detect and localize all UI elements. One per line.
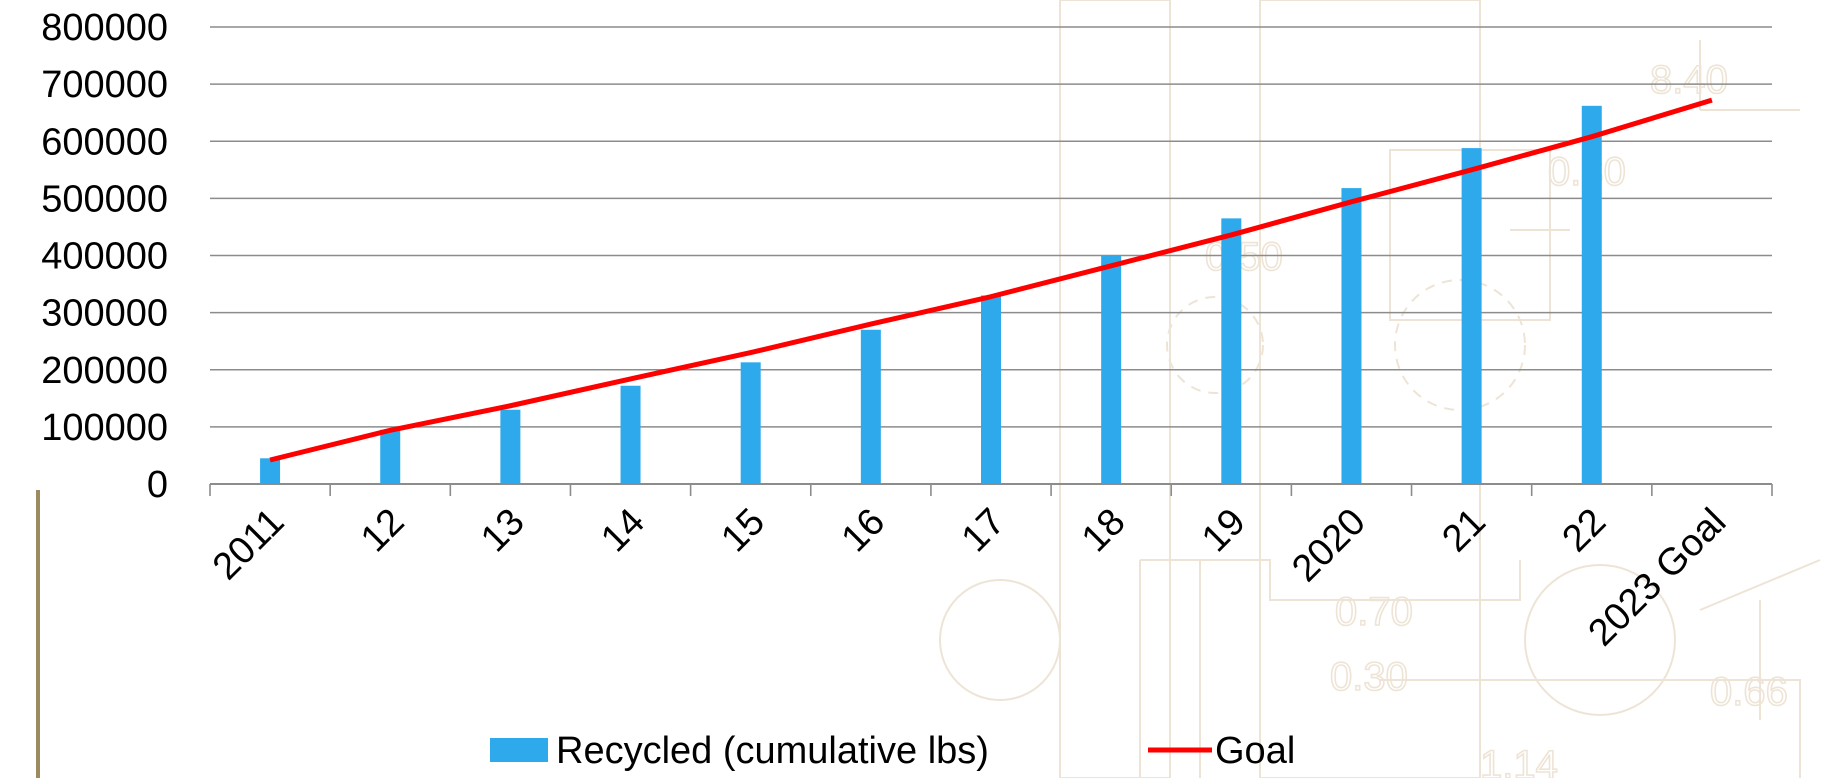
plot-area: 0 100000 200000 300000 400000 500000 600000 700… — [41, 7, 1773, 655]
legend-label-recycled: Recycled (cumulative lbs) — [556, 730, 989, 772]
watermark-circle-2 — [1166, 296, 1264, 394]
x-tick-label: 21 — [1434, 501, 1494, 561]
bar-recycled — [740, 362, 761, 484]
bar-recycled — [860, 329, 881, 484]
bar-series-recycled — [260, 105, 1602, 485]
legend: Recycled (cumulative lbs) Goal — [490, 730, 1295, 772]
x-tick-label: 16 — [834, 501, 894, 561]
x-tick-label: 12 — [353, 501, 413, 561]
x-tick-label: 13 — [473, 501, 533, 561]
watermark-dimension-label: 8.40 — [1650, 58, 1728, 102]
bar-recycled — [500, 409, 521, 484]
y-tick-label: 200000 — [41, 350, 168, 392]
x-tick-label: 15 — [713, 501, 773, 561]
watermark-circle-3 — [1524, 564, 1676, 716]
watermark-dimension-label: 0.66 — [1710, 670, 1788, 714]
legend-swatch-recycled — [490, 738, 548, 762]
y-tick-label: 400000 — [41, 236, 168, 278]
bar-recycled — [1581, 105, 1602, 485]
bar-recycled — [1101, 255, 1122, 484]
bar-recycled — [1221, 218, 1242, 484]
goal-line-series — [269, 97, 1713, 463]
watermark-path-3 — [1510, 40, 1800, 231]
x-tick-label: 22 — [1555, 501, 1615, 561]
watermark-dimension-label: 1.14 — [1480, 743, 1558, 778]
watermark-dimension-label: 0.30 — [1330, 655, 1408, 699]
bar-recycled — [981, 295, 1001, 484]
bar-recycled — [260, 458, 281, 484]
watermark-rect-1 — [1059, 0, 1171, 778]
y-tick-label: 300000 — [41, 293, 168, 335]
watermark-circle-4 — [939, 579, 1061, 701]
x-tick-label: 14 — [593, 501, 653, 561]
y-tick-label: 700000 — [41, 64, 168, 106]
bar-recycled — [620, 385, 641, 484]
watermark-path-4 — [1699, 559, 1821, 720]
y-tick-label: 600000 — [41, 121, 168, 163]
watermark-circle-1 — [1394, 279, 1526, 411]
background-watermark-labels: 8.400.300.500.700.300.661.14 — [1204, 57, 1788, 778]
legend-label-goal: Goal — [1215, 730, 1295, 772]
watermark-path-1 — [1139, 559, 1521, 778]
bar-recycled — [1341, 188, 1362, 484]
watermark-dimension-label: 0.50 — [1205, 235, 1283, 279]
y-tick-label: 800000 — [41, 7, 168, 49]
watermark-dimension-label: 0.70 — [1335, 590, 1413, 634]
y-tick-label: 100000 — [41, 407, 168, 449]
x-axis-ticks — [209, 484, 1773, 496]
y-axis-tick-labels: 0 100000 200000 300000 400000 500000 600000 700… — [41, 7, 168, 506]
y-tick-label: 500000 — [41, 178, 168, 220]
y-tick-label: 0 — [147, 464, 168, 506]
x-tick-label: 2011 — [205, 501, 292, 588]
x-tick-label: 2020 — [1284, 501, 1373, 590]
bar-recycled — [1461, 148, 1482, 485]
x-tick-label: 19 — [1194, 501, 1254, 561]
x-tick-label: 18 — [1074, 501, 1134, 561]
x-tick-label: 17 — [954, 501, 1014, 561]
bar-recycled — [380, 429, 401, 484]
watermark-path-2 — [1380, 560, 1801, 778]
